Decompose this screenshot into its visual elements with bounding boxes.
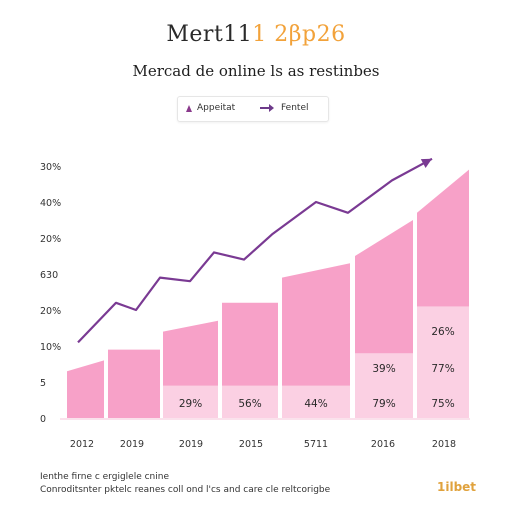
x-tick-label: 2015 — [239, 439, 263, 450]
y-tick-label: 5 — [40, 378, 46, 389]
bar-value-label: 75% — [431, 398, 454, 410]
bar-mid-label: 77% — [431, 363, 454, 375]
bar — [108, 349, 160, 418]
y-tick-label: 20% — [40, 234, 61, 245]
legend-arrow-icon — [260, 104, 274, 112]
bar-lower-segment — [355, 353, 413, 418]
legend-marker-icon — [186, 104, 192, 112]
bar — [282, 263, 350, 418]
bar-value-label: 44% — [304, 398, 327, 410]
y-tick-label: 20% — [40, 306, 61, 317]
x-tick-label: 2016 — [371, 439, 395, 450]
x-tick-label: 2012 — [70, 439, 94, 450]
y-tick-label: 30% — [40, 162, 61, 173]
x-tick-label: 2019 — [120, 439, 144, 450]
footer-note-line2: Conroditsnter pktelc reanes coll ond l'c… — [40, 485, 331, 495]
bar-upper-label: 26% — [431, 326, 454, 338]
bar-lower-segment — [163, 385, 218, 418]
brand-title-part1: Mert11 — [166, 22, 253, 47]
footer-brand-logo: 1ilbet — [437, 480, 477, 494]
x-tick-label: 2019 — [179, 439, 203, 450]
bar-value-label: 29% — [179, 398, 202, 410]
y-tick-label: 40% — [40, 198, 61, 209]
bar-lower-segment — [282, 385, 350, 418]
legend-item-fentel: Fentel — [260, 103, 309, 113]
bar-lower-segment — [417, 306, 469, 418]
footer-note-line1: Ienthe firne c ergiglele cnine — [40, 472, 169, 482]
legend-label-fentel: Fentel — [281, 103, 309, 113]
brand-title-part2: 1 2βp26 — [252, 22, 346, 47]
x-tick-label: 5711 — [304, 439, 328, 450]
trend-line — [77, 157, 433, 344]
y-tick-label: 10% — [40, 342, 61, 353]
chart-subtitle: Mercad de online ls as restinbes — [132, 62, 380, 80]
trend-arrow-head — [420, 158, 432, 168]
bar-value-label: 56% — [238, 398, 261, 410]
chart-brand-title: Mert111 2βp26 — [0, 22, 512, 47]
y-tick-label: 630 — [40, 270, 58, 281]
x-tick-label: 2018 — [432, 439, 456, 450]
legend-item-appeitat: Appeitat — [186, 103, 235, 113]
chart-legend: Appeitat Fentel — [177, 96, 329, 122]
legend-label-appeitat: Appeitat — [197, 103, 236, 113]
bar-mid-label: 39% — [372, 363, 395, 375]
y-tick-label: 0 — [40, 414, 46, 425]
chart-plot: 0 5 10% 20% 630 20% 40% 30% 29% 56% 44% 79% 39% 75% 77… — [40, 157, 470, 450]
bar — [67, 360, 104, 418]
bar-value-label: 79% — [372, 398, 395, 410]
bar-lower-segment — [222, 385, 278, 418]
